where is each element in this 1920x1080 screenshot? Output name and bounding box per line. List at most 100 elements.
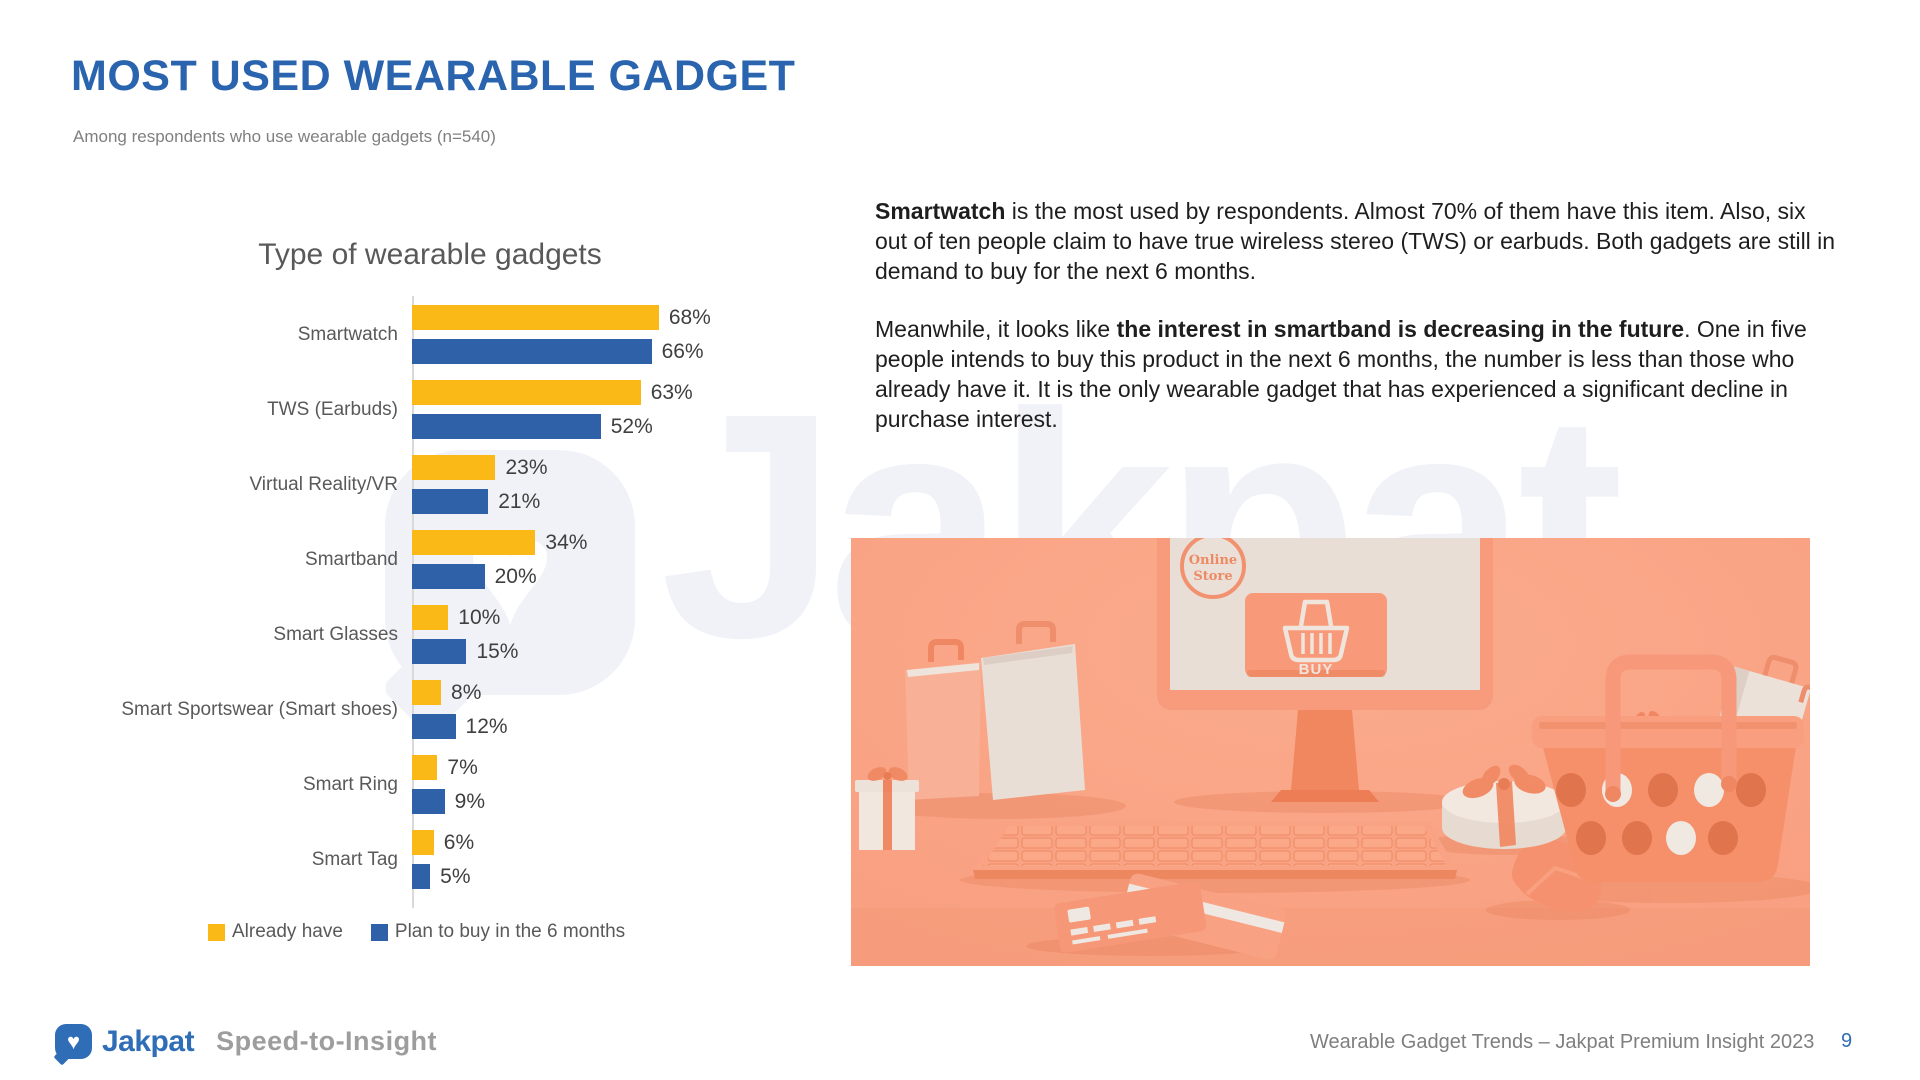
- value-label: 63%: [650, 380, 693, 404]
- bar: [412, 714, 456, 739]
- value-label: 6%: [443, 830, 475, 854]
- value-label: 7%: [447, 755, 478, 779]
- basket-body: [1541, 740, 1797, 882]
- category-label: Smart Ring: [302, 773, 398, 795]
- chart-title: Type of wearable gadgets: [258, 238, 602, 271]
- online-store-badge-line2: Store: [1193, 569, 1232, 584]
- bar: [412, 755, 438, 780]
- page-number: 9: [1841, 1030, 1853, 1052]
- bar: [412, 605, 449, 630]
- footer-brand: Jakpat Speed-to-Insight: [55, 1024, 437, 1059]
- insight-text-segment: is the most used by respondents. Almost …: [875, 198, 1836, 284]
- brand-tagline: Speed-to-Insight: [216, 1026, 438, 1056]
- value-label: 34%: [545, 530, 588, 554]
- basket-icon: [1282, 599, 1350, 663]
- bar-group: 10% 15%: [412, 605, 518, 664]
- insight-text-segment: . One in five people intends to buy this…: [875, 316, 1807, 432]
- bar-group: 7% 9%: [412, 755, 485, 814]
- chart-row: Smart Glasses 10% 15%: [60, 605, 711, 664]
- insight-bold-text: the interest in smartband is decreasing …: [1116, 316, 1685, 342]
- legend-item-already-have: Already have: [208, 921, 343, 943]
- bar-line: 9%: [412, 789, 485, 814]
- online-shopping-illustration: Online Store BUY: [851, 538, 1810, 966]
- chart-row: Smart Tag 6% 5%: [60, 830, 711, 889]
- category-label: Smartband: [305, 548, 398, 570]
- value-label: 66%: [661, 339, 704, 363]
- bar: [412, 489, 489, 514]
- category-label: Smart Tag: [311, 848, 398, 870]
- monitor: Online Store BUY: [1157, 538, 1493, 802]
- keyboard: [973, 822, 1457, 879]
- jakpat-logo-icon: [55, 1024, 92, 1059]
- legend-item-plan-to-buy: Plan to buy in the 6 months: [370, 921, 626, 943]
- cream-shopping-bag: [981, 644, 1085, 800]
- chart-row: Smart Sportswear (Smart shoes) 8% 12%: [60, 680, 711, 739]
- shopping-bags-left: [905, 621, 1085, 800]
- value-label: 8%: [451, 680, 482, 704]
- chart-row: Smartband 34% 20%: [60, 530, 711, 589]
- monitor-stand: [1291, 710, 1359, 790]
- legend-swatch-yellow: [208, 923, 225, 941]
- bar-line: 66%: [412, 339, 711, 364]
- chart-axis-line: [412, 296, 414, 908]
- bar: [412, 455, 496, 480]
- basket-rim: [1532, 716, 1804, 748]
- bar-line: 5%: [412, 864, 474, 889]
- bag-handle: [1016, 621, 1056, 644]
- bar-group: 23% 21%: [412, 455, 548, 514]
- value-label: 10%: [458, 605, 501, 629]
- bar-line: 21%: [412, 489, 548, 514]
- bar-line: 15%: [412, 639, 518, 664]
- category-label: Smart Sportswear (Smart shoes): [121, 698, 398, 720]
- gift-box-small: [855, 767, 919, 850]
- chart-row: TWS (Earbuds) 63% 52%: [60, 380, 711, 439]
- bar-group: 34% 20%: [412, 530, 587, 589]
- buy-label: BUY: [1299, 661, 1334, 678]
- bar: [412, 864, 431, 889]
- credit-cards: [1054, 873, 1286, 960]
- value-label: 21%: [498, 489, 541, 513]
- insight-text: Smartwatch is the most used by responden…: [875, 196, 1840, 462]
- value-label: 5%: [440, 864, 471, 888]
- bar: [412, 305, 659, 330]
- legend-label: Plan to buy in the 6 months: [394, 921, 626, 942]
- value-label: 9%: [454, 789, 486, 813]
- online-store-badge: [1180, 538, 1246, 599]
- category-label: Smart Glasses: [273, 623, 398, 645]
- insight-bold-text: Smartwatch: [875, 198, 1006, 224]
- insight-paragraph-1: Smartwatch is the most used by responden…: [875, 196, 1840, 286]
- credit-card-front: [1054, 881, 1207, 953]
- bar: [412, 830, 434, 855]
- bar-line: 34%: [412, 530, 587, 555]
- bar-line: 6%: [412, 830, 474, 855]
- bar: [412, 639, 467, 664]
- shopping-basket: [1532, 654, 1810, 882]
- legend-label: Already have: [232, 921, 343, 942]
- chart-row: Smartwatch 68% 66%: [60, 305, 711, 364]
- footer-report-title: Wearable Gadget Trends – Jakpat Premium …: [1310, 1031, 1815, 1053]
- value-label: 68%: [668, 305, 711, 329]
- value-label: 23%: [505, 455, 548, 479]
- bar: [412, 789, 445, 814]
- insight-paragraph-2: Meanwhile, it looks like the interest in…: [875, 314, 1840, 434]
- bar-line: 52%: [412, 414, 693, 439]
- chart-legend: Already have Plan to buy in the 6 months: [208, 921, 625, 943]
- bar: [412, 380, 641, 405]
- online-store-badge-line1: Online: [1189, 553, 1237, 568]
- bar-line: 23%: [412, 455, 548, 480]
- page-title: MOST USED WEARABLE GADGET: [71, 52, 796, 100]
- monitor-base: [1271, 790, 1379, 802]
- peach-shopping-bag: [905, 662, 981, 800]
- gift-box-round: [1442, 764, 1566, 849]
- bar: [412, 530, 536, 555]
- chart-row: Smart Ring 7% 9%: [60, 755, 711, 814]
- bag-handle: [928, 639, 964, 662]
- bar: [412, 564, 485, 589]
- basket-handle: [1605, 654, 1737, 802]
- jakpat-logo-text: Jakpat: [102, 1024, 195, 1058]
- bar: [412, 339, 652, 364]
- bar-group: 8% 12%: [412, 680, 508, 739]
- bar-line: 68%: [412, 305, 711, 330]
- bar-line: 8%: [412, 680, 508, 705]
